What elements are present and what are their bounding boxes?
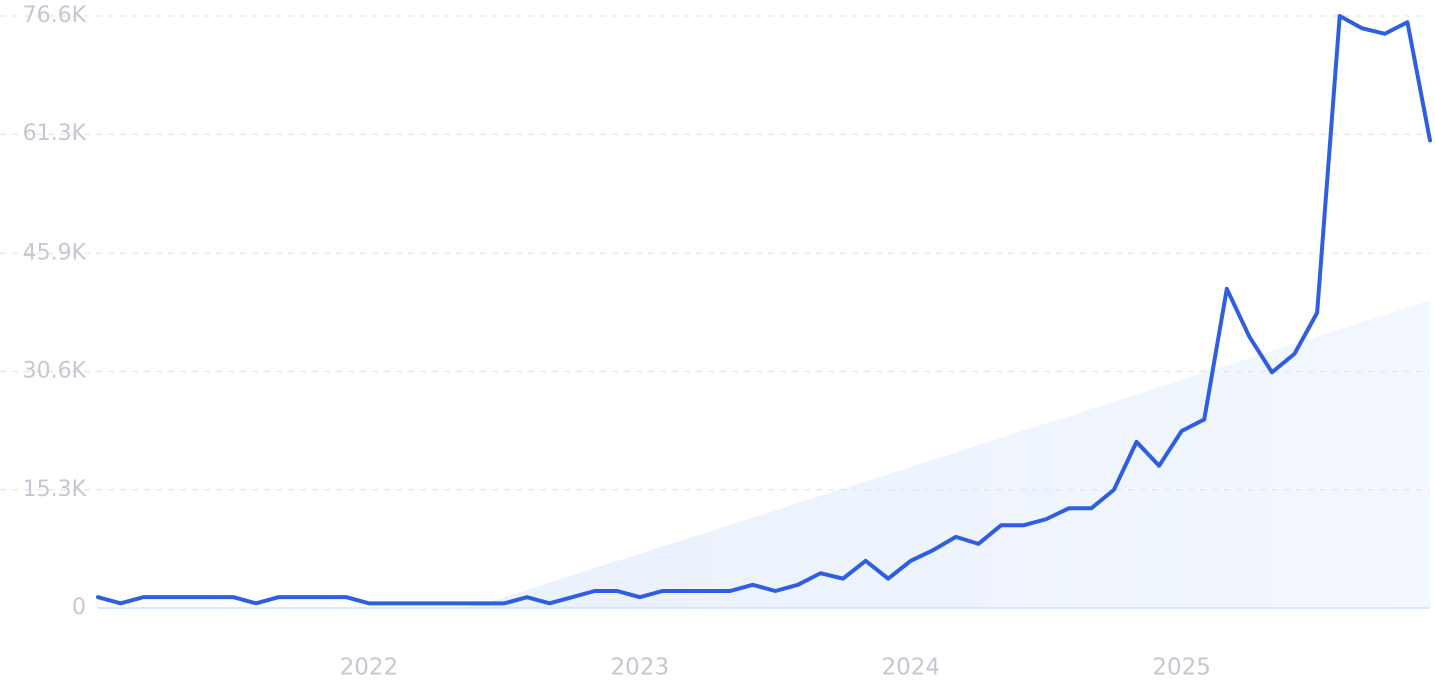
x-tick-label: 2022: [340, 655, 399, 681]
y-tick-label: 0: [72, 595, 86, 620]
y-tick-label: 76.6K: [23, 3, 87, 28]
trend-area: [98, 300, 1430, 608]
line: [96, 14, 1432, 606]
x-tick-label: 2025: [1152, 655, 1211, 681]
y-tick-label: 15.3K: [23, 477, 87, 502]
y-tick-label: 30.6K: [23, 359, 87, 384]
y-tick-label: 61.3K: [23, 121, 87, 146]
x-tick-label: 2023: [611, 655, 670, 681]
x-tick-label: 2024: [881, 655, 940, 681]
y-tick-label: 45.9K: [23, 240, 87, 265]
